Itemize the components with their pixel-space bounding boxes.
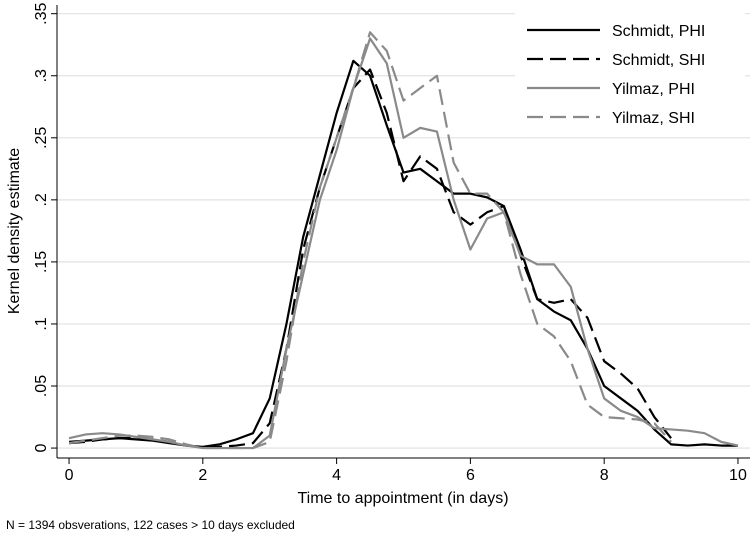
legend-label: Yilmaz, SHI [612, 110, 695, 127]
x-tick-label: 6 [466, 467, 475, 484]
y-tick-label: .2 [33, 193, 50, 206]
legend-label: Schmidt, PHI [612, 23, 705, 40]
y-axis-label: Kernel density estimate [6, 148, 23, 314]
x-tick-label: 4 [332, 467, 341, 484]
x-tick-label: 10 [729, 467, 747, 484]
y-tick-label: .25 [33, 127, 50, 149]
y-tick-label: 0 [33, 444, 50, 453]
y-tick-label: .05 [33, 375, 50, 397]
x-tick-label: 8 [600, 467, 609, 484]
series-line [68, 31, 672, 450]
y-tick-label: .15 [33, 251, 50, 273]
y-tick-label: .1 [33, 317, 50, 330]
x-tick-label: 2 [198, 467, 207, 484]
y-tick-label: .35 [33, 2, 50, 24]
note: N = 1394 obsverations, 122 cases > 10 da… [6, 518, 295, 532]
x-tick-label: 0 [65, 467, 74, 484]
legend-label: Schmidt, SHI [612, 52, 705, 69]
series-line [68, 37, 739, 450]
y-tick-label: .3 [33, 69, 50, 82]
legend-label: Yilmaz, PHI [612, 81, 695, 98]
x-axis-label: Time to appointment (in days) [297, 490, 508, 507]
